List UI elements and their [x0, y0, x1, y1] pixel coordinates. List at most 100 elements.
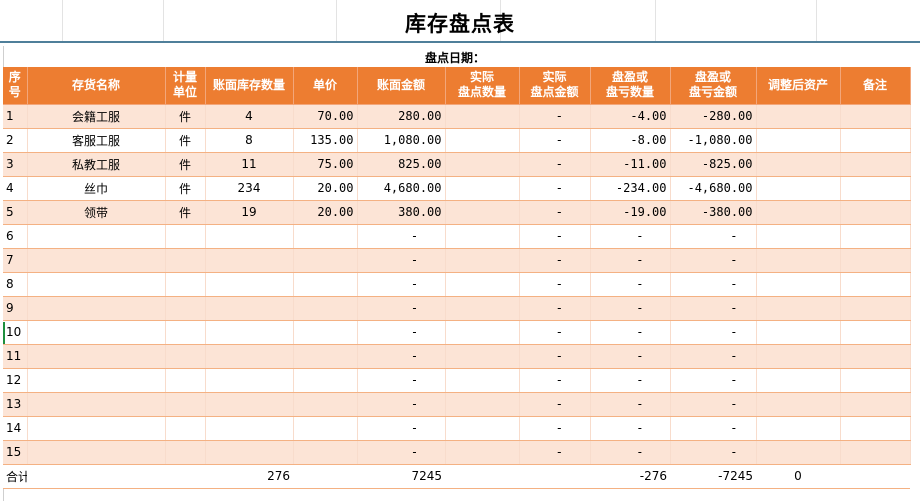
table-cell[interactable] — [840, 416, 911, 441]
table-cell[interactable] — [445, 200, 520, 225]
table-cell[interactable] — [205, 416, 294, 441]
table-cell[interactable] — [840, 272, 911, 297]
total-cell[interactable]: -7245 — [670, 464, 756, 489]
table-cell[interactable]: - — [357, 272, 446, 297]
total-cell[interactable]: 0 — [756, 464, 840, 489]
table-cell[interactable]: - — [670, 272, 757, 297]
table-cell[interactable]: - — [357, 416, 446, 441]
table-cell[interactable] — [840, 320, 911, 345]
table-cell[interactable]: 3 — [3, 152, 28, 177]
column-header[interactable]: 计量 单位 — [165, 67, 206, 105]
table-cell[interactable] — [27, 248, 166, 273]
table-cell[interactable] — [445, 416, 520, 441]
table-cell[interactable] — [27, 344, 166, 369]
table-cell[interactable]: - — [670, 248, 757, 273]
table-cell[interactable] — [756, 176, 841, 201]
total-cell[interactable]: 合计 — [3, 464, 27, 489]
table-cell[interactable]: 件 — [165, 152, 206, 177]
table-cell[interactable]: - — [519, 344, 591, 369]
table-cell[interactable]: 私教工服 — [27, 152, 166, 177]
table-cell[interactable] — [165, 296, 206, 321]
table-cell[interactable] — [293, 248, 358, 273]
table-cell[interactable]: 11 — [3, 344, 28, 369]
table-cell[interactable] — [840, 344, 911, 369]
table-cell[interactable]: - — [519, 152, 591, 177]
table-cell[interactable]: - — [357, 344, 446, 369]
table-cell[interactable]: 20.00 — [293, 200, 358, 225]
table-cell[interactable]: 280.00 — [357, 104, 446, 129]
table-cell[interactable] — [445, 296, 520, 321]
table-cell[interactable] — [293, 368, 358, 393]
table-cell[interactable]: 1,080.00 — [357, 128, 446, 153]
table-cell[interactable]: 丝巾 — [27, 176, 166, 201]
table-cell[interactable]: - — [519, 320, 591, 345]
table-cell[interactable]: - — [670, 320, 757, 345]
table-cell[interactable]: 6 — [3, 224, 28, 249]
table-cell[interactable]: 件 — [165, 128, 206, 153]
table-cell[interactable]: 4 — [205, 104, 294, 129]
table-cell[interactable]: -4.00 — [590, 104, 671, 129]
table-cell[interactable] — [27, 392, 166, 417]
table-cell[interactable] — [27, 368, 166, 393]
total-cell[interactable] — [445, 464, 519, 489]
table-cell[interactable]: - — [670, 392, 757, 417]
total-cell[interactable]: -276 — [590, 464, 670, 489]
column-header[interactable]: 备注 — [840, 67, 911, 105]
table-cell[interactable]: - — [670, 368, 757, 393]
table-cell[interactable]: 客服工服 — [27, 128, 166, 153]
table-cell[interactable] — [840, 248, 911, 273]
table-cell[interactable]: 1 — [3, 104, 28, 129]
table-cell[interactable]: 70.00 — [293, 104, 358, 129]
table-cell[interactable]: 8 — [3, 272, 28, 297]
table-cell[interactable] — [756, 272, 841, 297]
table-cell[interactable]: - — [590, 368, 671, 393]
table-cell[interactable] — [445, 152, 520, 177]
table-cell[interactable]: -4,680.00 — [670, 176, 757, 201]
column-header[interactable]: 盘盈或 盘亏数量 — [590, 67, 671, 105]
table-cell[interactable]: 20.00 — [293, 176, 358, 201]
table-cell[interactable]: - — [590, 272, 671, 297]
table-cell[interactable] — [293, 272, 358, 297]
table-cell[interactable] — [756, 320, 841, 345]
total-cell[interactable] — [519, 464, 590, 489]
table-cell[interactable] — [293, 224, 358, 249]
table-cell[interactable]: - — [590, 392, 671, 417]
table-cell[interactable]: 380.00 — [357, 200, 446, 225]
table-cell[interactable] — [756, 200, 841, 225]
table-cell[interactable]: - — [590, 320, 671, 345]
table-cell[interactable]: -11.00 — [590, 152, 671, 177]
column-header[interactable]: 单价 — [293, 67, 358, 105]
table-cell[interactable] — [27, 272, 166, 297]
table-cell[interactable]: - — [357, 320, 446, 345]
table-cell[interactable]: 13 — [3, 392, 28, 417]
table-cell[interactable]: - — [519, 224, 591, 249]
table-cell[interactable] — [840, 128, 911, 153]
table-cell[interactable] — [445, 224, 520, 249]
table-cell[interactable] — [840, 296, 911, 321]
table-cell[interactable]: - — [590, 344, 671, 369]
table-cell[interactable]: - — [519, 440, 591, 465]
table-cell[interactable] — [756, 416, 841, 441]
table-cell[interactable]: 领带 — [27, 200, 166, 225]
table-cell[interactable] — [205, 344, 294, 369]
table-cell[interactable]: - — [670, 440, 757, 465]
table-cell[interactable]: 10 — [3, 320, 28, 345]
table-cell[interactable]: - — [519, 368, 591, 393]
table-cell[interactable] — [205, 248, 294, 273]
table-cell[interactable]: - — [519, 104, 591, 129]
table-cell[interactable]: 4,680.00 — [357, 176, 446, 201]
table-cell[interactable] — [293, 416, 358, 441]
column-header[interactable]: 账面库存数量 — [205, 67, 294, 105]
total-cell[interactable] — [293, 464, 357, 489]
table-cell[interactable]: - — [357, 440, 446, 465]
table-cell[interactable]: - — [590, 224, 671, 249]
table-cell[interactable] — [293, 320, 358, 345]
total-cell[interactable] — [27, 464, 165, 489]
total-cell[interactable]: 276 — [205, 464, 293, 489]
table-cell[interactable]: - — [519, 176, 591, 201]
table-cell[interactable] — [27, 416, 166, 441]
table-cell[interactable]: 9 — [3, 296, 28, 321]
total-cell[interactable]: 7245 — [357, 464, 445, 489]
table-cell[interactable]: - — [590, 296, 671, 321]
table-cell[interactable]: - — [519, 416, 591, 441]
